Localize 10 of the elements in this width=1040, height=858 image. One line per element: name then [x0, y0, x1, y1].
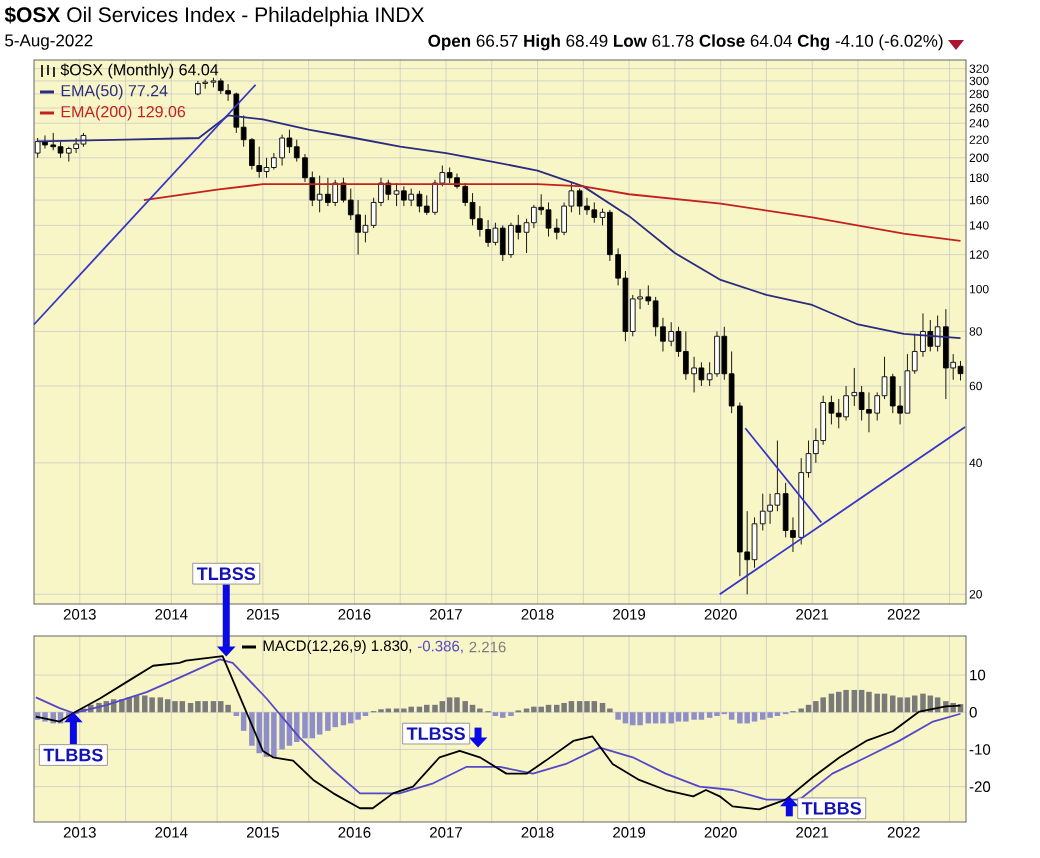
- annotation: TLBSS: [406, 727, 465, 740]
- annotation: TLBSS: [196, 567, 256, 581]
- legend-label: EMA(50) 77.24: [61, 84, 168, 100]
- legend-label: EMA(200) 129.06: [61, 105, 186, 121]
- legend-label: $OSX (Monthly) 64.04: [60, 63, 219, 79]
- chart-title: $OSX Oil Services Index - Philadelphia INDX: [4, 6, 425, 27]
- chart-subtitle: 5-Aug-2022: [5, 34, 93, 50]
- annotation: TLBBS: [43, 748, 103, 762]
- text: Open 66.57 High 68.49 Low 61.78 Close 64.04 Chg -4.10 (-6.02%): [428, 34, 943, 51]
- annotation: TLBBS: [801, 801, 861, 815]
